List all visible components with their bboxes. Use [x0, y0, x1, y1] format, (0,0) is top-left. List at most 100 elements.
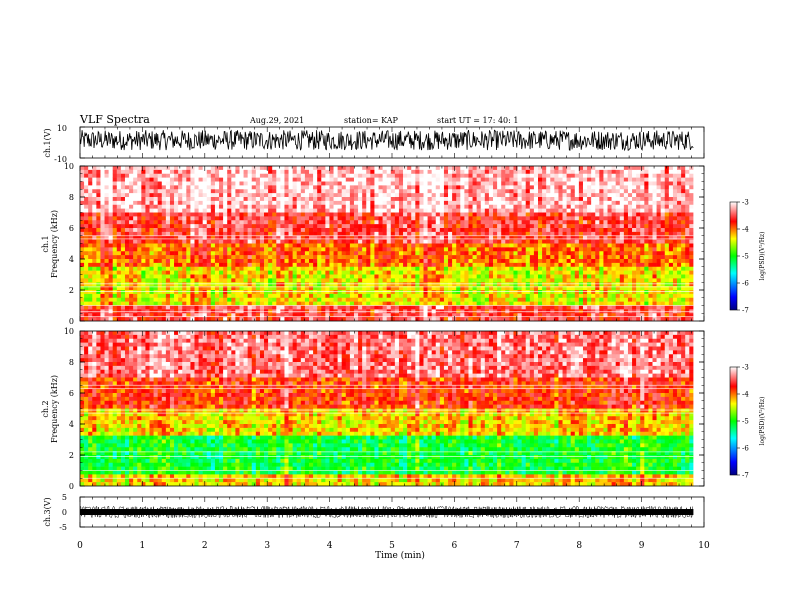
spectrogram-cell — [104, 189, 109, 194]
spectrogram-cell — [112, 274, 118, 279]
spectrogram-cell — [431, 220, 437, 225]
spectrogram-cell — [505, 177, 510, 182]
spectrogram-cell — [349, 255, 355, 260]
spectrogram-cell — [558, 212, 563, 217]
spectrogram-cell — [439, 173, 445, 178]
spectrogram-cell — [378, 200, 383, 206]
spectrogram-cell — [476, 317, 482, 321]
spectrogram-cell — [272, 255, 277, 260]
spectrogram-cell — [394, 274, 400, 279]
spectrogram-cell — [497, 228, 502, 233]
spectrogram-cell — [497, 286, 502, 291]
spectrogram-cell — [525, 228, 531, 233]
spectrogram-cell — [505, 208, 510, 213]
spectrogram-cell — [542, 278, 547, 283]
spectrogram-cell — [427, 224, 432, 229]
spectrogram-cell — [100, 297, 105, 302]
spectrogram-cell — [386, 290, 392, 295]
spectrogram-cell — [157, 286, 163, 291]
spectrogram-cell — [239, 231, 244, 237]
spectrogram-cell — [562, 243, 567, 248]
spectrogram-cell — [574, 282, 580, 287]
spectrogram-cell — [243, 282, 248, 287]
spectrogram-cell — [272, 286, 277, 291]
spectrogram-cell — [174, 220, 179, 225]
spectrogram-cell — [157, 317, 163, 321]
spectrogram-cell — [349, 297, 355, 302]
spectrogram-cell — [353, 243, 359, 248]
spectrogram-cell — [190, 297, 195, 302]
spectrogram-cell — [538, 239, 543, 244]
spectrogram-cell — [554, 317, 559, 321]
spectrogram-cell — [259, 262, 265, 268]
spectrogram-cell — [198, 305, 203, 310]
spectrogram-cell — [558, 189, 563, 194]
spectrogram-cell — [288, 169, 293, 175]
spectrogram-cell — [378, 266, 383, 271]
spectrogram-cell — [472, 259, 477, 264]
spectrogram-cell — [255, 208, 261, 213]
spectrogram-cell — [480, 317, 486, 321]
spectrogram-cell — [92, 216, 97, 221]
spectrogram-cell — [443, 189, 449, 194]
spectrogram-cell — [92, 169, 97, 175]
spectrogram-cell — [292, 255, 298, 260]
spectrogram-cell — [178, 313, 183, 318]
spectrogram-cell — [280, 204, 285, 209]
spectrogram-cell — [353, 204, 359, 209]
spectrogram-cell — [161, 231, 167, 237]
spectrogram-cell — [333, 266, 338, 271]
spectrogram-cell — [538, 243, 543, 248]
spectrogram-cell — [96, 166, 101, 171]
spectrogram-cell — [460, 266, 465, 271]
spectrogram-cell — [313, 200, 318, 206]
spectrogram-cell — [382, 243, 387, 248]
spectrogram-cell — [411, 220, 416, 225]
spectrogram-cell — [120, 235, 126, 240]
spectrogram-cell — [223, 185, 228, 190]
spectrogram-cell — [124, 200, 130, 206]
spectrogram-cell — [509, 197, 514, 202]
spectrogram-cell — [505, 270, 510, 275]
spectrogram-cell — [517, 235, 522, 240]
spectrogram-cell — [223, 235, 228, 240]
spectrogram-cell — [84, 193, 89, 198]
spectrogram-cell — [88, 239, 93, 244]
spectrogram-cell — [133, 239, 138, 244]
spectrogram-cell — [554, 169, 559, 175]
spectrogram-cell — [235, 262, 240, 268]
spectrogram-cell — [386, 212, 392, 217]
spectrogram-cell — [558, 286, 563, 291]
spectrogram-cell — [403, 305, 408, 310]
spectrogram-cell — [272, 185, 277, 190]
spectrogram-cell — [370, 317, 375, 321]
spectrogram-cell — [566, 243, 572, 248]
spectrogram-cell — [243, 197, 248, 202]
spectrogram-cell — [259, 216, 265, 221]
spectrogram-cell — [288, 313, 293, 318]
spectrogram-cell — [554, 251, 559, 256]
spectrogram-cell — [542, 290, 547, 295]
spectrogram-cell — [358, 177, 363, 182]
spectrogram-cell — [443, 177, 449, 182]
spectrogram-cell — [268, 204, 273, 209]
spectrogram-cell — [137, 290, 142, 295]
spectrogram-cell — [276, 228, 281, 233]
spectrogram-cell — [108, 270, 114, 275]
spectrogram-cell — [390, 235, 396, 240]
spectrogram-cell — [309, 177, 314, 182]
spectrogram-cell — [169, 293, 175, 299]
spectrogram-cell — [149, 169, 154, 175]
spectrogram-cell — [124, 293, 130, 299]
spectrogram-cell — [358, 317, 363, 321]
spectrogram-cell — [533, 305, 539, 310]
spectrogram-cell — [435, 266, 441, 271]
spectrogram-cell — [513, 239, 518, 244]
spectrogram-cell — [411, 243, 416, 248]
spectrogram-cell — [165, 305, 171, 310]
spectrogram-cell — [570, 270, 576, 275]
spectrogram-cell — [169, 224, 175, 229]
spectrogram-cell — [116, 173, 122, 178]
spectrogram-cell — [165, 259, 171, 264]
spectrogram-cell — [194, 197, 199, 202]
